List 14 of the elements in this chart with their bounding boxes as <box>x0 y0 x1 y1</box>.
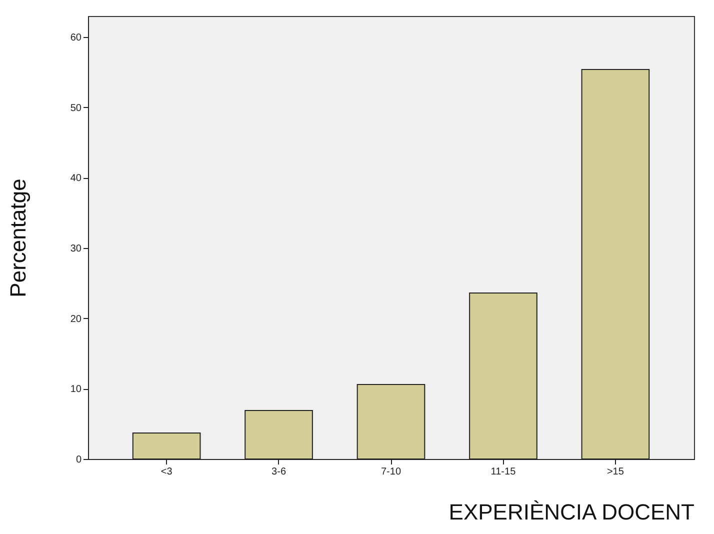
y-tick-label: 50 <box>70 102 82 114</box>
y-tick-label: 20 <box>70 314 82 325</box>
x-tick-label: 7-10 <box>380 466 402 478</box>
y-tick-label: 10 <box>70 384 82 396</box>
x-tick-label: 11-15 <box>490 466 516 478</box>
y-tick-label: 30 <box>70 244 82 255</box>
x-tick-label: >15 <box>606 466 624 478</box>
y-tick-label: 40 <box>70 173 82 184</box>
x-tick-label: 3-6 <box>272 466 286 478</box>
x-axis-title: EXPERIÈNCIA DOCENT <box>448 500 694 524</box>
x-tick-label: <3 <box>160 466 173 478</box>
y-tick-label: 60 <box>70 32 82 44</box>
y-axis-title: Percentatge <box>5 178 30 298</box>
y-tick-label: 0 <box>76 454 82 466</box>
